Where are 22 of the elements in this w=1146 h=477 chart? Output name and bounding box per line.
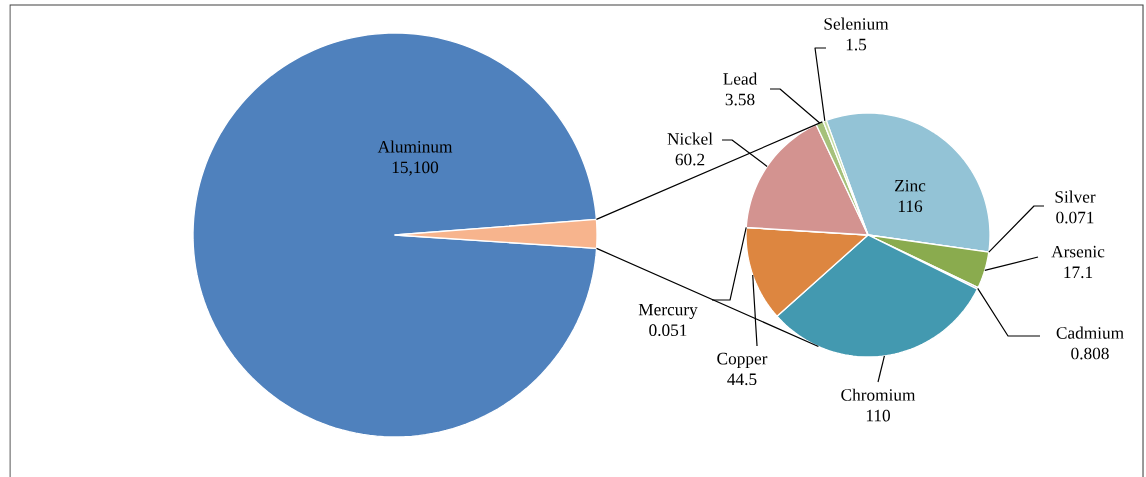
data-label: 0.051: [649, 324, 687, 337]
slice-label: Arsenic: [1051, 245, 1105, 258]
data-label: 0.808: [1071, 347, 1109, 360]
data-label: 15,100: [392, 161, 439, 176]
data-label: 60.2: [675, 153, 705, 166]
data-label: 116: [898, 200, 923, 213]
data-label: 1.5: [846, 38, 867, 51]
slice-label: Chromium: [841, 388, 916, 401]
slice-label: Aluminum: [377, 140, 453, 153]
data-label: 0.071: [1056, 211, 1094, 224]
data-label: 3.58: [725, 93, 755, 106]
slice-label: Lead: [723, 72, 758, 85]
slice-label: Copper: [717, 352, 768, 368]
slice-label: Selenium: [824, 17, 889, 30]
data-label: 17.1: [1064, 266, 1093, 279]
slice-label: Nickel: [667, 132, 713, 145]
slice-label: Mercury: [638, 303, 698, 319]
data-label: 110: [866, 409, 890, 422]
slice-label: Zinc: [895, 179, 926, 192]
data-label: 44.5: [727, 373, 757, 386]
slice-label: Cadmium: [1056, 326, 1124, 339]
slice-label: Silver: [1055, 190, 1096, 203]
